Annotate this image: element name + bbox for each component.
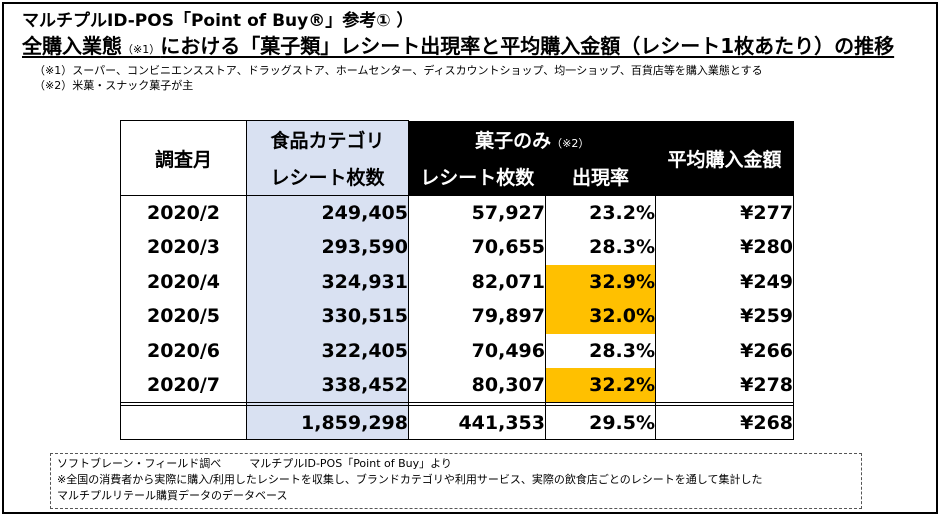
cell-avg-amount: ¥277 bbox=[655, 195, 795, 230]
table-row: 2020/4 324,931 82,071 32.9% ¥249 bbox=[120, 264, 795, 299]
title-part-a: 全購入業態 bbox=[22, 34, 122, 58]
source-line-3: マルチプルリテール購買データのデータベース bbox=[57, 489, 288, 502]
cell-food-count: 324,931 bbox=[246, 264, 409, 299]
cell-food-count: 338,452 bbox=[246, 368, 409, 403]
title-note-ref: （※1） bbox=[122, 43, 161, 56]
cell-total-avg: ¥268 bbox=[655, 405, 795, 440]
cell-kashi-count: 80,307 bbox=[471, 374, 545, 396]
cell-total-rate: 29.5% bbox=[544, 405, 656, 440]
cell-kashi-count: 57,927 bbox=[471, 201, 545, 224]
cell-month: 2020/4 bbox=[120, 264, 247, 299]
table-row: 2020/3 293,590 70,655 28.3% ¥280 bbox=[120, 230, 795, 265]
table-row: 2020/2 249,405 57,927 23.2% ¥277 bbox=[120, 195, 795, 230]
page-title: 全購入業態（※1）における「菓子類」レシート出現率と平均購入金額（レシート1枚あ… bbox=[22, 30, 894, 59]
table-row: 2020/6 322,405 70,496 28.3% ¥266 bbox=[120, 333, 795, 368]
header-month: 調査月 bbox=[120, 120, 247, 196]
total-row: 1,859,298 441,353 29.5% ¥268 bbox=[120, 405, 795, 440]
cell-kashi-rate-highlighted: 32.0% bbox=[544, 299, 656, 334]
header-avg: 平均購入金額 bbox=[655, 120, 794, 196]
header-kashi-note: （※2） bbox=[551, 136, 590, 150]
header-row-1: 調査月 食品カテゴリ 菓子のみ（※2） 平均購入金額 bbox=[120, 120, 794, 196]
cell-food-count: 322,405 bbox=[246, 333, 409, 368]
source-line-2: ※全国の消費者から実際に購入/利用したレシートを収集し、ブランドカテゴリや利用サ… bbox=[57, 473, 763, 486]
cell-kashi-rate: 23.2% bbox=[544, 195, 656, 230]
total-separator bbox=[120, 402, 795, 406]
cell-total-food: 1,859,298 bbox=[246, 405, 409, 440]
cell-avg-amount: ¥259 bbox=[655, 299, 795, 334]
source-credit: ソフトブレーン・フィールド調べ bbox=[57, 457, 222, 470]
cell-kashi-count: 70,655 bbox=[471, 236, 545, 259]
cell-avg-amount: ¥280 bbox=[655, 230, 795, 265]
cell-month: 2020/3 bbox=[120, 230, 247, 265]
header-food-line2: レシート枚数 bbox=[246, 157, 409, 196]
header-kashi-label: 菓子のみ bbox=[475, 129, 552, 152]
table-row: 2020/7 338,452 80,307 32.2% ¥278 bbox=[120, 368, 795, 403]
source-origin: マルチプルID-POS「Point of Buy」より bbox=[249, 457, 452, 470]
title-part-b: における「菓子類」レシート出現率と平均購入金額（レシート1枚あたり）の推移 bbox=[160, 34, 895, 58]
cell-kashi-count: 79,897 bbox=[471, 305, 545, 328]
header-kashi-count: レシート枚数 bbox=[408, 157, 546, 196]
cell-month: 2020/5 bbox=[120, 299, 247, 334]
cell-avg-amount: ¥249 bbox=[655, 264, 795, 299]
header-food-line1: 食品カテゴリ bbox=[246, 120, 409, 158]
table-row: 2020/5 330,515 79,897 32.0% ¥259 bbox=[120, 299, 795, 334]
cell-food-count: 293,590 bbox=[246, 230, 409, 265]
cell-food-count: 330,515 bbox=[246, 299, 409, 334]
header-kashi-rate: 出現率 bbox=[545, 157, 656, 196]
cell-kashi-rate-highlighted: 32.2% bbox=[544, 368, 656, 403]
cell-food-count: 249,405 bbox=[246, 195, 409, 230]
cell-month: 2020/2 bbox=[120, 195, 247, 230]
cell-avg-amount: ¥278 bbox=[655, 368, 795, 403]
cell-total-month bbox=[120, 405, 247, 440]
header-row-2: レシート枚数 レシート枚数 出現率 bbox=[121, 157, 794, 196]
cell-kashi-rate: 28.3% bbox=[544, 230, 656, 265]
cell-kashi-count: 82,071 bbox=[471, 270, 545, 293]
cell-kashi-count: 70,496 bbox=[471, 339, 545, 362]
header-kashi-group: 菓子のみ（※2） bbox=[408, 120, 656, 158]
cell-kashi-rate: 28.3% bbox=[544, 333, 656, 368]
cell-month: 2020/7 bbox=[120, 368, 247, 403]
source-line-1: ソフトブレーン・フィールド調べ マルチプルID-POS「Point of Buy」… bbox=[57, 456, 855, 472]
cell-month: 2020/6 bbox=[120, 333, 247, 368]
source-box: ソフトブレーン・フィールド調べ マルチプルID-POS「Point of Buy」… bbox=[50, 453, 862, 509]
data-table: 調査月 食品カテゴリ 菓子のみ（※2） 平均購入金額 レシート枚数 レシート枚数… bbox=[120, 120, 795, 440]
heading-line1: マルチプルID-POS「Point of Buy®」参考① ） bbox=[22, 11, 414, 31]
cell-avg-amount: ¥266 bbox=[655, 333, 795, 368]
cell-total-kashi-count: 441,353 bbox=[408, 405, 546, 440]
footnote-2: （※2）米菓・スナック菓子が主 bbox=[34, 79, 194, 92]
cell-kashi-rate-highlighted: 32.9% bbox=[544, 264, 656, 299]
footnote-1: （※1）スーパー、コンビニエンスストア、ドラッグストア、ホームセンター、ディスカ… bbox=[34, 64, 763, 77]
